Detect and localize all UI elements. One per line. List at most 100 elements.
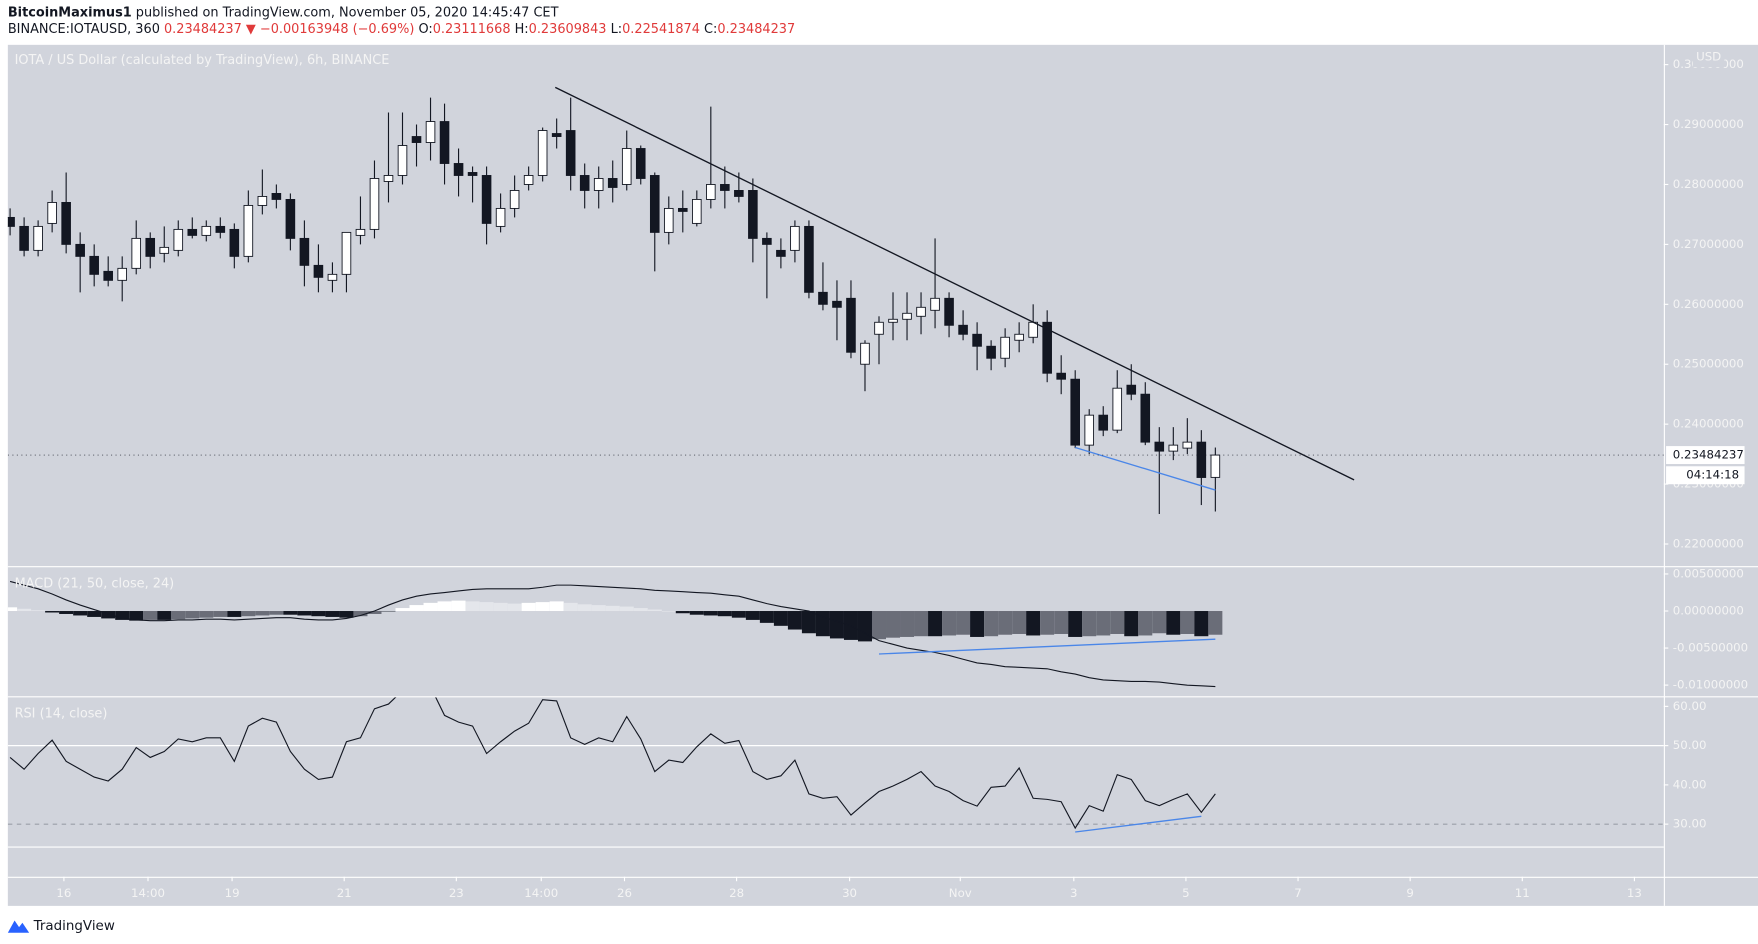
candle-body	[593, 178, 604, 191]
chart-title: IOTA / US Dollar (calculated by TradingV…	[15, 53, 390, 68]
macd-histogram-bar	[605, 605, 620, 612]
countdown: 04:14:18	[1686, 468, 1739, 482]
macd-histogram-bar	[773, 611, 788, 626]
macd-histogram-bar	[563, 602, 578, 612]
high: 0.23609843	[529, 22, 607, 37]
trend-line	[878, 638, 1216, 655]
x-tick-label: 21	[337, 886, 352, 900]
symbol: BINANCE:IOTAUSD, 360	[8, 22, 160, 37]
rsi-pane	[7, 697, 1664, 833]
x-tick-label: 13	[1627, 886, 1642, 900]
c-label: C:	[704, 22, 717, 37]
macd-histogram-bar	[998, 611, 1013, 635]
candle-body	[159, 246, 170, 254]
macd-histogram-bar	[661, 611, 676, 612]
y-tick-label: 0.27000000	[1673, 237, 1744, 251]
last-price-badge	[1666, 446, 1745, 465]
trend-line	[1075, 815, 1202, 833]
candle-body	[1112, 387, 1123, 431]
macd-histogram-bar	[717, 611, 732, 617]
candle-body	[187, 228, 198, 236]
candle-body	[692, 198, 702, 224]
x-tick-label: 26	[617, 886, 632, 900]
candle-body	[411, 136, 422, 143]
macd-histogram-bar	[269, 611, 284, 615]
y-tick-label: 30.00	[1673, 817, 1707, 831]
macd-histogram-bar	[311, 611, 326, 617]
candle-body	[355, 228, 366, 236]
last-price-label: 0.23484237	[1673, 448, 1744, 462]
candle-body	[1098, 414, 1109, 431]
change: −0.00163948 (−0.69%)	[260, 22, 414, 37]
axes: 0.220000000.230000000.240000000.25000000…	[56, 57, 1748, 900]
price: 0.23484237	[164, 22, 242, 37]
macd-histogram-bar	[1110, 611, 1125, 634]
macd-title: MACD (21, 50, close, 24)	[15, 577, 175, 592]
macd-histogram-bar	[325, 611, 340, 617]
macd-histogram-bar	[381, 611, 396, 612]
candle-body	[551, 133, 562, 137]
macd-histogram-bar	[1152, 611, 1167, 634]
macd-histogram-bar	[928, 611, 943, 637]
x-tick-label: 5	[1182, 886, 1190, 900]
macd-histogram-bar	[185, 611, 200, 619]
y-tick-label: 0.24000000	[1673, 417, 1744, 431]
candle-body	[678, 207, 688, 212]
macd-histogram-bar	[535, 602, 550, 612]
candle-body	[565, 130, 576, 176]
macd-histogram-bar	[73, 611, 88, 616]
x-tick-label: 28	[729, 886, 744, 900]
macd-histogram-bar	[87, 611, 102, 617]
candle-body	[313, 264, 324, 278]
macd-histogram-bar	[647, 609, 662, 612]
macd-histogram-bar	[143, 611, 158, 620]
y-tick-label: 0.28000000	[1673, 177, 1744, 191]
candle-body	[860, 342, 870, 365]
macd-histogram-bar	[577, 604, 592, 612]
macd-histogram-bar	[956, 611, 971, 635]
macd-histogram-bar	[829, 611, 844, 639]
x-tick-label: Nov	[949, 886, 972, 900]
macd-histogram-bar	[115, 611, 130, 620]
candle-body	[916, 306, 926, 317]
macd-histogram-bar	[984, 611, 999, 637]
candle-body	[425, 121, 436, 143]
candle-body	[145, 237, 156, 257]
candle-body	[958, 324, 968, 335]
macd-histogram-bar	[549, 601, 564, 612]
candle-body	[75, 243, 85, 257]
candle-body	[1126, 384, 1137, 395]
macd-histogram-bar	[900, 611, 915, 637]
candle-body	[621, 148, 632, 185]
macd-histogram-bar	[353, 611, 368, 617]
h-label: H:	[515, 22, 529, 37]
published: published on TradingView.com, November 0…	[136, 5, 559, 20]
y-tick-label: 0.00000000	[1673, 604, 1744, 618]
candle-body	[972, 333, 982, 347]
macd-histogram-bar	[745, 611, 760, 620]
x-tick-label: 3	[1070, 886, 1078, 900]
o-label: O:	[418, 22, 432, 37]
macd-histogram-bar	[886, 611, 901, 638]
macd-line	[9, 580, 1216, 688]
y-tick-label: 0.00500000	[1673, 566, 1744, 580]
candle-body	[1070, 378, 1080, 446]
price-pane	[7, 86, 1664, 515]
candle-body	[1028, 321, 1038, 338]
candle-body	[215, 225, 226, 233]
candle-body	[706, 184, 716, 200]
candle-body	[47, 201, 57, 224]
macd-histogram-bar	[689, 611, 704, 615]
candle-body	[89, 255, 99, 275]
rsi-line	[9, 697, 1216, 830]
macd-histogram-bar	[1194, 611, 1209, 637]
candle-body	[327, 273, 338, 281]
candle-body	[818, 291, 828, 305]
candle-body	[1056, 372, 1066, 380]
macd-histogram-bar	[521, 602, 536, 612]
candle-body	[467, 172, 478, 176]
y-tick-label: 0.25000000	[1673, 357, 1744, 371]
candle-body	[439, 121, 450, 164]
candle-body	[61, 201, 71, 245]
candle-body	[579, 175, 590, 191]
